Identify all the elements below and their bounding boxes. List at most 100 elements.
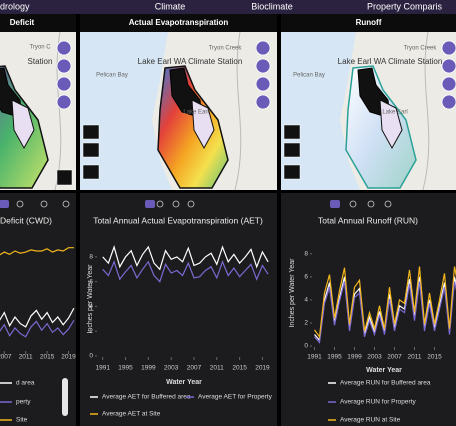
legend-label[interactable]: perty <box>16 399 31 406</box>
map-tool-button[interactable] <box>255 40 271 56</box>
series-line <box>102 260 269 283</box>
nav-button[interactable] <box>82 142 100 158</box>
road <box>422 32 430 190</box>
map: Tryon Creek Lake Earl WA Climate Station P… <box>281 32 456 190</box>
map-tool-button[interactable] <box>56 58 72 74</box>
panel-gap <box>277 14 281 426</box>
toolbar-button[interactable] <box>156 200 164 208</box>
legend-label[interactable]: Average RUN for Property <box>340 399 416 406</box>
series-line <box>0 319 75 338</box>
series-line <box>0 247 74 256</box>
legend-label[interactable]: Average RUN at Site <box>340 417 401 424</box>
x-tick-label: 2015 <box>40 354 55 361</box>
y-tick-label: 8 <box>304 251 308 258</box>
toolbar-button[interactable] <box>62 200 70 208</box>
x-axis-label: Water Year <box>366 367 402 374</box>
y-tick-label: 0 <box>304 343 308 350</box>
map-tool-button[interactable] <box>56 94 72 110</box>
x-tick-label: 2019 <box>61 354 76 361</box>
nav-tab[interactable]: Bioclimate <box>251 1 293 11</box>
map-label: Lake Earl <box>183 110 208 116</box>
nav-tab[interactable]: drology <box>0 1 30 11</box>
nav-bar <box>0 0 456 14</box>
y-tick-label: 4 <box>304 297 308 304</box>
legend-label[interactable]: Average AET for Buffered area <box>102 394 191 401</box>
panel-title: Actual Evapotranspiration <box>129 18 229 27</box>
legend-label[interactable]: d area <box>16 380 35 387</box>
y-tick-label: 4 <box>89 303 93 310</box>
x-tick-label: 1999 <box>141 365 156 372</box>
series-line <box>102 245 269 271</box>
y-tick-label: 8 <box>89 254 93 261</box>
x-tick-label: 2019 <box>255 365 270 372</box>
panel-header <box>281 14 456 32</box>
y-tick-label: 2 <box>304 320 308 327</box>
map-label: Tryon Creek <box>209 46 243 52</box>
map-tool-button[interactable] <box>56 76 72 92</box>
toolbar-button[interactable] <box>330 200 340 208</box>
nav-button[interactable] <box>82 164 100 180</box>
panel-title: Deficit <box>10 18 35 27</box>
map-label: Lake Earl WA Climate Station <box>138 57 243 66</box>
toolbar-button[interactable] <box>187 200 195 208</box>
map-tool-button[interactable] <box>255 94 271 110</box>
map-tool-button[interactable] <box>56 40 72 56</box>
x-tick-label: 2003 <box>367 354 382 361</box>
chart-title: Total Annual Runoff (RUN) <box>318 215 418 225</box>
map: Tryon C Station <box>0 32 76 190</box>
map-tool-button[interactable] <box>441 58 456 74</box>
map: Tryon Creek Lake Earl WA Climate Station P… <box>80 32 277 190</box>
x-tick-label: 1995 <box>118 365 133 372</box>
chart: 0 2 4 6 8 1991 1995 1999 2003 2007 2011 2015 2019 Wat… <box>87 245 273 418</box>
y-tick-label: 6 <box>304 274 308 281</box>
series-line <box>314 281 456 344</box>
map-label: Tryon Creek <box>404 46 438 52</box>
row-gap <box>0 190 456 193</box>
y-tick-label: 0 <box>89 353 93 360</box>
toolbar-button[interactable] <box>367 200 375 208</box>
legend-label[interactable]: Average AET for Property <box>198 394 273 401</box>
nav-tab[interactable]: Climate <box>155 1 186 11</box>
x-tick-label: 1999 <box>347 354 362 361</box>
toolbar-button[interactable] <box>172 200 180 208</box>
y-axis-label: Inches per Water Year <box>289 258 296 328</box>
nav-tab[interactable]: Property Comparis <box>367 1 443 11</box>
legend-label[interactable]: Average RUN for Buffered area <box>340 380 431 387</box>
toolbar-button[interactable] <box>384 200 392 208</box>
map-label: Pelican Bay <box>293 73 325 79</box>
x-tick-label: 1991 <box>307 354 322 361</box>
map-label: Lake Earl <box>382 110 407 116</box>
nav-button[interactable] <box>283 142 301 158</box>
lake <box>379 99 403 150</box>
map-tool-button[interactable] <box>441 94 456 110</box>
x-tick-label: 2015 <box>427 354 442 361</box>
map-tool-button[interactable] <box>255 76 271 92</box>
nav-button[interactable] <box>283 164 301 180</box>
map-label: Pelican Bay <box>96 73 128 79</box>
x-axis-label: Water Year <box>166 379 202 386</box>
lake <box>11 99 35 150</box>
panel-title: Runoff <box>356 18 382 27</box>
home-button[interactable] <box>56 169 73 186</box>
map-tool-button[interactable] <box>441 76 456 92</box>
legend-label[interactable]: Site <box>16 417 28 424</box>
x-tick-label: 2007 <box>387 354 402 361</box>
x-tick-label: 2007 <box>187 365 202 372</box>
chart: 0 2 4 6 8 1991 1995 1999 2003 2007 2011 2015 Water Y… <box>289 251 456 424</box>
x-tick-label: 2003 <box>164 365 179 372</box>
y-tick-label: 6 <box>89 278 93 285</box>
toolbar-button[interactable] <box>0 200 9 208</box>
scrollbar[interactable] <box>62 378 68 416</box>
toolbar-button[interactable] <box>40 200 48 208</box>
toolbar-button[interactable] <box>349 200 357 208</box>
toolbar-button[interactable] <box>145 200 155 208</box>
toolbar-button[interactable] <box>16 200 24 208</box>
map-tool-button[interactable] <box>255 58 271 74</box>
nav-button[interactable] <box>283 124 301 140</box>
ocean <box>281 32 360 190</box>
legend-label[interactable]: Average AET at Site <box>102 411 161 418</box>
map-label: Lake Earl WA Climate Station <box>338 57 443 66</box>
nav-button[interactable] <box>82 124 100 140</box>
map-tool-button[interactable] <box>441 40 456 56</box>
